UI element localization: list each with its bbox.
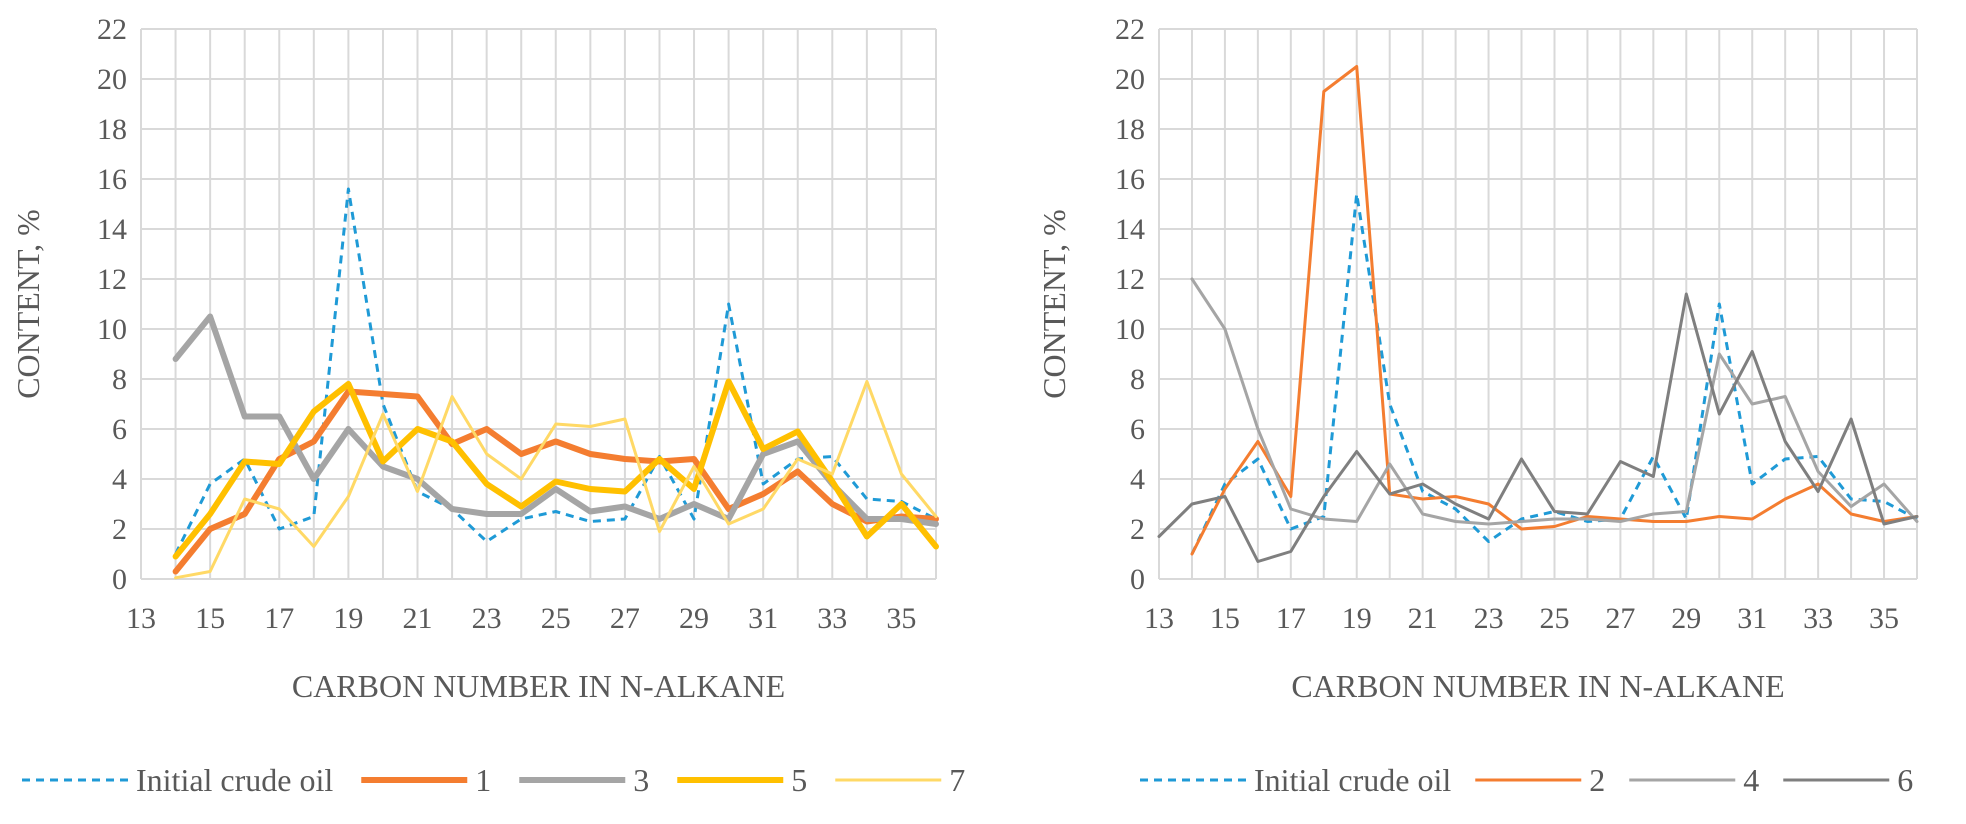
y-axis-title: CONTENT, % — [10, 209, 46, 399]
gridlines — [1158, 28, 1918, 580]
legend-label: 5 — [791, 762, 807, 798]
x-tick-label: 25 — [541, 602, 571, 635]
x-tick-label: 21 — [1408, 602, 1438, 635]
x-tick-label: 31 — [748, 602, 778, 635]
legend: Initial crude oil 1 3 5 7 — [22, 762, 965, 798]
legend-item: 4 — [1629, 762, 1759, 798]
x-tick-label: 13 — [126, 602, 156, 635]
y-tick-label: 12 — [97, 263, 127, 296]
y-tick-label: 22 — [1115, 13, 1145, 46]
x-tick-label: 35 — [1869, 602, 1899, 635]
y-tick-label: 10 — [97, 313, 127, 346]
series-line-1 — [172, 388, 939, 575]
x-tick-label: 33 — [1803, 602, 1833, 635]
y-tick-label: 6 — [112, 413, 127, 446]
x-tick-label: 19 — [1342, 602, 1372, 635]
legend-label: 2 — [1589, 762, 1605, 798]
x-tick-label: 35 — [886, 602, 916, 635]
y-tick-label: 0 — [1130, 563, 1145, 596]
legend-item: 1 — [361, 762, 491, 798]
y-tick-label: 4 — [1130, 463, 1145, 496]
series-lines — [172, 187, 939, 580]
x-tick-labels: 13 15 17 19 21 23 25 27 29 31 33 35 — [1144, 602, 1899, 635]
x-tick-label: 27 — [610, 602, 640, 635]
y-tick-label: 12 — [1115, 263, 1145, 296]
y-tick-labels: 0 2 4 6 8 10 12 14 16 18 20 22 — [1115, 13, 1145, 596]
x-tick-labels: 13 15 17 19 21 23 25 27 29 31 33 35 — [126, 602, 916, 635]
y-tick-label: 20 — [1115, 63, 1145, 96]
series-line-6 — [1157, 292, 1919, 563]
series-line-3 — [172, 313, 939, 527]
x-tick-label: 15 — [195, 602, 225, 635]
y-tick-label: 10 — [1115, 313, 1145, 346]
legend-label: Initial crude oil — [136, 762, 333, 798]
legend-label: Initial crude oil — [1254, 762, 1451, 798]
series-line-7 — [174, 380, 938, 580]
y-tick-label: 16 — [1115, 163, 1145, 196]
series-lines — [1157, 65, 1919, 563]
x-tick-label: 25 — [1539, 602, 1569, 635]
y-tick-label: 14 — [97, 213, 127, 246]
y-axis-title: CONTENT, % — [1036, 209, 1072, 399]
y-tick-label: 8 — [1130, 363, 1145, 396]
legend-label: 1 — [475, 762, 491, 798]
x-tick-label: 15 — [1210, 602, 1240, 635]
legend: Initial crude oil 2 4 6 — [1140, 762, 1913, 798]
legend-item: Initial crude oil — [22, 762, 333, 798]
y-tick-label: 16 — [97, 163, 127, 196]
x-tick-label: 31 — [1737, 602, 1767, 635]
x-axis-title: CARBON NUMBER IN N-ALKANE — [1291, 668, 1784, 704]
y-tick-labels: 0 2 4 6 8 10 12 14 16 18 20 22 — [97, 13, 127, 596]
x-tick-label: 29 — [679, 602, 709, 635]
y-tick-label: 14 — [1115, 213, 1145, 246]
x-axis-title: CARBON NUMBER IN N-ALKANE — [292, 668, 785, 704]
x-tick-label: 19 — [333, 602, 363, 635]
x-tick-label: 17 — [1276, 602, 1306, 635]
legend-label: 3 — [633, 762, 649, 798]
y-tick-label: 4 — [112, 463, 127, 496]
legend-label: 4 — [1743, 762, 1759, 798]
legend-item: 6 — [1783, 762, 1913, 798]
legend-item: Initial crude oil — [1140, 762, 1451, 798]
x-tick-label: 23 — [1474, 602, 1504, 635]
y-tick-label: 0 — [112, 563, 127, 596]
legend-label: 6 — [1897, 762, 1913, 798]
series-line-2 — [1190, 65, 1919, 556]
legend-item: 2 — [1475, 762, 1605, 798]
y-tick-label: 2 — [112, 513, 127, 546]
series-line-5 — [172, 378, 939, 560]
x-tick-label: 23 — [472, 602, 502, 635]
y-tick-label: 18 — [1115, 113, 1145, 146]
y-tick-label: 20 — [97, 63, 127, 96]
legend-item: 7 — [835, 762, 965, 798]
y-tick-label: 8 — [112, 363, 127, 396]
y-tick-label: 6 — [1130, 413, 1145, 446]
legend-item: 3 — [519, 762, 649, 798]
x-tick-label: 13 — [1144, 602, 1174, 635]
x-tick-label: 29 — [1671, 602, 1701, 635]
legend-label: 7 — [949, 762, 965, 798]
x-tick-label: 21 — [403, 602, 433, 635]
x-tick-label: 17 — [264, 602, 294, 635]
y-tick-label: 18 — [97, 113, 127, 146]
y-tick-label: 2 — [1130, 513, 1145, 546]
y-tick-label: 22 — [97, 13, 127, 46]
legend-item: 5 — [677, 762, 807, 798]
x-tick-label: 33 — [817, 602, 847, 635]
chart-right: 0 2 4 6 8 10 12 14 16 18 20 22 13 15 17 19 21 23 25 27 29 31 3… — [1036, 13, 1919, 798]
x-tick-label: 27 — [1605, 602, 1635, 635]
